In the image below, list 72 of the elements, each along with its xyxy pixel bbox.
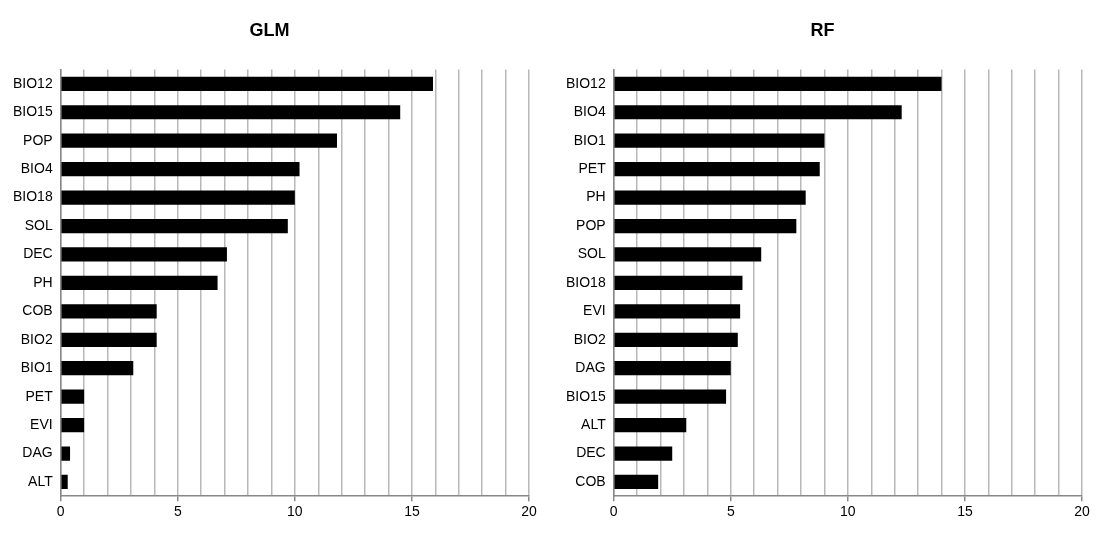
bar: [614, 190, 806, 205]
y-tick-label: BIO18: [565, 273, 606, 290]
x-tick-label: 10: [840, 503, 856, 520]
x-tick-label: 0: [56, 503, 65, 520]
bar: [61, 474, 68, 490]
x-tick-label: 20: [1074, 503, 1090, 520]
y-tick-label: BIO2: [20, 330, 53, 347]
y-tick-label: POP: [576, 216, 606, 233]
bar: [614, 218, 797, 234]
y-tick-label: COB: [575, 472, 606, 489]
bar: [614, 389, 727, 404]
y-tick-label: SOL: [24, 216, 53, 233]
bar: [614, 76, 942, 91]
y-tick-label: ALT: [28, 472, 54, 489]
y-tick-label: POP: [23, 131, 53, 148]
bar: [614, 332, 738, 347]
bar: [61, 218, 288, 234]
x-tick-label: 10: [287, 503, 303, 520]
y-tick-label: PH: [586, 188, 606, 205]
y-tick-label: DAG: [22, 444, 53, 461]
y-tick-label: BIO4: [20, 160, 53, 176]
y-tick-label: BIO4: [573, 103, 606, 120]
bar: [614, 162, 820, 177]
x-tick-label: 20: [521, 503, 537, 520]
chart-title: GLM: [249, 19, 290, 40]
bar: [61, 76, 433, 91]
bar: [61, 133, 337, 148]
bar: [61, 389, 85, 404]
bar: [614, 361, 731, 376]
x-tick-label: 0: [609, 503, 618, 520]
x-tick-label: 15: [404, 503, 420, 520]
bar: [614, 247, 762, 262]
bar: [614, 417, 687, 433]
y-tick-label: PET: [578, 160, 607, 176]
x-tick-label: 5: [726, 503, 735, 520]
y-tick-label: EVI: [583, 302, 606, 319]
y-tick-label: BIO1: [573, 131, 606, 148]
bar: [614, 304, 741, 319]
bar: [61, 304, 157, 319]
y-tick-label: BIO12: [12, 74, 53, 91]
bar: [61, 275, 218, 291]
y-tick-label: DAG: [575, 359, 606, 376]
bar: [61, 361, 134, 376]
y-tick-label: ALT: [581, 415, 607, 432]
y-tick-label: COB: [22, 302, 53, 319]
x-tick-label: 15: [957, 503, 973, 520]
y-tick-label: PH: [33, 273, 53, 290]
y-tick-label: EVI: [30, 415, 53, 432]
chart-title: RF: [810, 19, 835, 40]
bar: [614, 474, 659, 490]
y-tick-label: BIO1: [20, 359, 53, 376]
bar: [61, 446, 71, 461]
bar: [61, 417, 85, 433]
y-tick-label: BIO12: [565, 74, 606, 91]
y-tick-label: DEC: [576, 444, 606, 461]
bar: [61, 162, 300, 177]
bar: [61, 105, 401, 120]
y-tick-label: BIO18: [12, 188, 53, 205]
y-tick-label: PET: [25, 387, 54, 404]
y-tick-label: DEC: [23, 245, 53, 262]
y-tick-label: BIO2: [573, 330, 606, 347]
bar: [61, 247, 227, 262]
x-tick-label: 5: [173, 503, 182, 520]
bar: [614, 446, 673, 461]
y-tick-label: BIO15: [565, 387, 606, 404]
bar: [61, 332, 157, 347]
y-tick-label: SOL: [577, 245, 606, 262]
bar: [61, 190, 295, 205]
bar: [614, 133, 825, 148]
bar: [614, 105, 902, 120]
y-tick-label: BIO15: [12, 103, 53, 120]
bar: [614, 275, 743, 291]
